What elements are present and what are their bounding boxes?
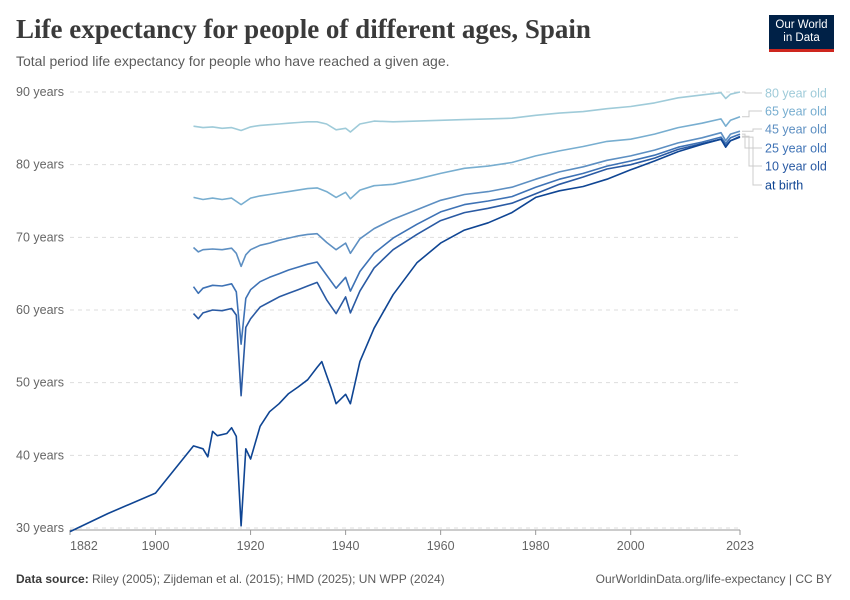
series-line [192,133,741,345]
owid-logo[interactable]: Our World in Data [769,15,834,52]
chart-subtitle: Total period life expectancy for people … [16,53,450,69]
legend-label: 45 year old [765,123,827,137]
legend-connector [742,135,762,167]
x-tick-label: 1882 [70,539,98,553]
series-line [192,130,741,268]
x-tick-label: 1960 [427,539,455,553]
legend-label: 25 year old [765,142,827,156]
x-tick-label: 1940 [332,539,360,553]
y-tick-label: 50 years [16,376,64,390]
x-tick-label: 1900 [142,539,170,553]
series-line [193,91,741,133]
legend-connector [742,91,762,94]
series-line [192,135,741,397]
series-line [193,115,741,206]
legend-label: at birth [765,179,803,193]
logo-line-2: in Data [783,32,820,44]
data-source: Data source: Riley (2005); Zijdeman et a… [16,572,445,586]
y-tick-label: 40 years [16,448,64,462]
legend-connector [742,136,762,186]
series-line [69,136,741,533]
source-label: Data source: [16,572,89,586]
legend-connector [742,110,762,118]
chart-title: Life expectancy for people of different … [16,14,591,44]
logo-line-1: Our World [775,19,828,31]
source-text: Riley (2005); Zijdeman et al. (2015); HM… [88,572,445,586]
y-tick-label: 70 years [16,230,64,244]
x-tick-label: 2000 [617,539,645,553]
legend-label: 65 year old [765,105,827,119]
legend-connector [742,128,762,132]
y-tick-label: 80 years [16,158,64,172]
y-tick-label: 30 years [16,521,64,535]
x-tick-label: 1980 [522,539,550,553]
legend-label: 10 year old [765,160,827,174]
y-tick-label: 60 years [16,303,64,317]
legend-label: 80 year old [765,87,827,101]
x-tick-label: 1920 [237,539,265,553]
credit-link[interactable]: OurWorldinData.org/life-expectancy | CC … [595,572,832,586]
y-tick-label: 90 years [16,85,64,99]
x-tick-label: 2023 [726,539,754,553]
